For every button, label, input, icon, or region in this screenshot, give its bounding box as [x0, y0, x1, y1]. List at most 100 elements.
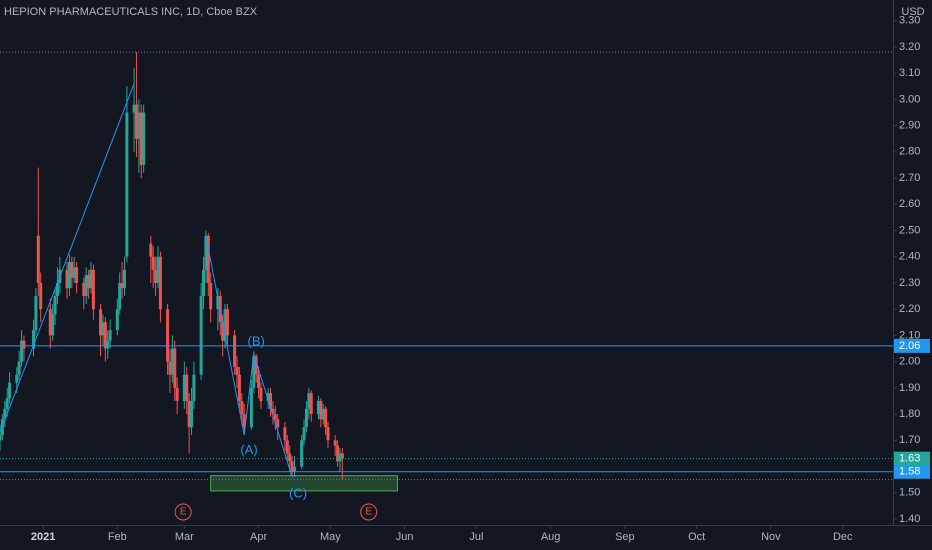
candle-body [149, 243, 153, 257]
x-tick-label: Jul [469, 531, 483, 543]
candle-body [285, 440, 289, 454]
candle-body [252, 356, 256, 388]
x-tick-label: May [320, 531, 341, 543]
y-tick-label: 3.30 [899, 15, 920, 27]
candle-body [0, 435, 2, 441]
zone [210, 475, 398, 492]
candle-body [307, 393, 311, 409]
candle-body [223, 309, 227, 341]
candle-body [84, 275, 88, 297]
candle-body [290, 461, 294, 472]
candle-body [283, 427, 287, 441]
candle-body [199, 296, 203, 375]
candle-body [53, 296, 57, 315]
candle-body [75, 267, 79, 283]
candle-body [8, 382, 12, 399]
y-tick-label: 2.90 [899, 120, 920, 132]
y-tick-label: 2.10 [899, 329, 920, 341]
candle-body [32, 330, 36, 349]
candle-body [106, 340, 110, 349]
last-price-label: 1.63 [899, 453, 920, 465]
y-tick-label: 1.70 [899, 434, 920, 446]
candle-body [336, 445, 340, 462]
candle-body [87, 275, 91, 289]
candle-body [36, 235, 40, 283]
candle-body [158, 256, 162, 310]
candle-body [137, 112, 141, 139]
y-tick-label: 1.50 [899, 487, 920, 499]
candle-body [151, 256, 155, 270]
candle-body [316, 400, 320, 415]
y-tick-label: 1.40 [899, 513, 920, 525]
candle-body [139, 112, 143, 165]
candle-body [302, 427, 306, 441]
candle-body [309, 393, 313, 415]
candle-body [338, 453, 342, 462]
candle-body [187, 400, 191, 428]
candle-body [3, 408, 7, 420]
candle-body [175, 387, 179, 401]
level-label: 2.06 [899, 340, 920, 352]
candle-body [170, 348, 174, 375]
level-label-box [894, 464, 930, 479]
candle-body [17, 361, 21, 375]
candle-body [125, 112, 129, 257]
candle-body [249, 387, 253, 428]
candle-body [240, 400, 244, 415]
candle-body [326, 427, 330, 441]
candle-body [55, 282, 59, 297]
candle-body [206, 235, 210, 283]
candle-body [225, 309, 229, 336]
candle-body [209, 282, 213, 310]
level-label: 1.58 [899, 466, 920, 478]
candle-body [259, 387, 263, 401]
candle-body [333, 440, 337, 446]
y-tick-label: 3.00 [899, 93, 920, 105]
candle-body [103, 322, 107, 349]
candle-body [20, 340, 24, 362]
x-tick-label: Aug [541, 531, 561, 543]
candle-body [72, 267, 76, 278]
trendline [0, 83, 135, 433]
level-label-box [894, 338, 930, 353]
x-tick-label: Nov [761, 531, 781, 543]
y-tick-label: 1.90 [899, 382, 920, 394]
candle-body [82, 282, 86, 297]
candle-body [276, 419, 280, 428]
x-tick-label: Jun [396, 531, 414, 543]
x-tick-label: Sep [615, 531, 635, 543]
y-tick-label: 2.00 [899, 356, 920, 368]
y-tick-label: 2.40 [899, 251, 920, 263]
candle-body [91, 269, 95, 310]
candle-body [48, 309, 52, 336]
candle-body [292, 466, 296, 472]
candle-body [108, 330, 112, 341]
candle-body [319, 400, 323, 420]
candle-body [154, 269, 158, 283]
candle-body [142, 112, 146, 165]
candle-body [340, 453, 344, 459]
candle-body [269, 393, 273, 409]
candle-body [34, 296, 38, 331]
earnings-marker [360, 503, 378, 521]
candle-body [51, 314, 55, 336]
candle-body [235, 366, 239, 375]
y-tick-label: 2.70 [899, 172, 920, 184]
candle-body [70, 261, 74, 278]
candle-body [5, 398, 9, 409]
y-tick-label: 2.60 [899, 198, 920, 210]
candle-body [273, 414, 277, 420]
candle-body [156, 256, 160, 283]
candle-body [89, 269, 93, 289]
candle-body [118, 282, 122, 310]
earnings-label: E [365, 507, 372, 518]
y-tick-label: 2.30 [899, 277, 920, 289]
candle-body [242, 414, 246, 428]
candle-body [168, 361, 172, 375]
candle-body [233, 335, 237, 367]
candle-body [182, 374, 186, 401]
candle-body [67, 261, 71, 289]
candle-body [65, 269, 69, 289]
y-tick-label: 2.50 [899, 224, 920, 236]
